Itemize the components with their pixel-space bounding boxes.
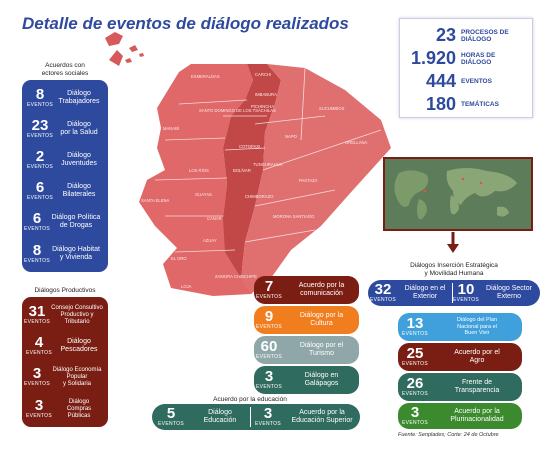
stat-number: 1.920	[410, 48, 456, 68]
map-label: PASTAZA	[299, 178, 318, 183]
page-title: Detalle de eventos de diálogo realizados	[22, 14, 349, 33]
map-label: ORELLANA	[345, 140, 368, 145]
stat-label: EVENTOS	[461, 78, 492, 85]
galapagos-island	[129, 45, 138, 52]
summary-stats: 23 PROCESOS DE DIÁLOGO 1.920 HORAS DE DIÁL…	[399, 18, 533, 118]
educacion-panel: 5 EVENTOS Diálogo Educación 3 EVENTOS Acuer…	[152, 404, 360, 430]
social-item-bilaterales: 6 EVENTOS Diálogo Bilaterales	[27, 179, 96, 201]
map-label: MANABÍ	[163, 126, 180, 131]
insercion-panel: 32 EVENTOS Diálogo en el Exterior 10 EVENTO…	[368, 280, 540, 306]
map-label: CHIMBORAZO	[245, 194, 274, 199]
map-sierra	[223, 64, 281, 278]
stat-number: 180	[425, 94, 456, 114]
map-label: CARCHI	[255, 72, 271, 77]
stat-processes: 23 PROCESOS DE DIÁLOGO	[400, 25, 532, 46]
productivos-panel	[22, 297, 108, 427]
productivos-item-consejo: 31 EVENTOS Consejo Consultivo Productivo y…	[24, 303, 103, 325]
world-map-icon	[385, 159, 531, 229]
social-panel	[22, 80, 108, 272]
map-label: SANTO DOMINGO DE LOS TSÁCHILAS	[199, 108, 276, 113]
stat-label: HORAS DE DIÁLOGO	[461, 51, 496, 66]
section-title-educacion: Acuerdo por la educación	[213, 396, 287, 403]
map-label: ZAMORA CHINCHIPE	[215, 274, 257, 279]
stat-topics: 180 TEMÁTICAS	[400, 94, 532, 115]
productivos-item-compras: 3 EVENTOS Diálogo Compras Públicas	[26, 397, 92, 419]
right-item-plurinacionalidad: 3 EVENTOS Acuerdo por la Plurinacionalidad	[398, 403, 522, 429]
map-label: CAÑAR	[207, 216, 222, 221]
stat-number: 23	[435, 25, 456, 45]
galapagos-island	[139, 53, 144, 57]
map-label: IMBABURA	[255, 92, 277, 97]
social-item-habitat: 8 EVENTOS Diálogo Habitat y Vivienda	[24, 242, 100, 264]
map-label: PICHINCHA	[251, 104, 274, 109]
map-label: ESMERALDAS	[191, 74, 220, 79]
section-title-insercion: Diálogos Inserción Estratégica y Movilida…	[410, 262, 498, 277]
map-label: MORONA SANTIAGO	[273, 214, 315, 219]
stat-number: 444	[425, 71, 456, 91]
social-item-trabajadores: 8 EVENTOS Diálogo Trabajadores	[27, 86, 100, 108]
middle-item-cultura: 9 EVENTOS Diálogo por la Cultura	[254, 306, 359, 334]
right-item-agro: 25 EVENTOS Acuerdo por el Agro	[398, 343, 522, 371]
section-title-social: Acuerdos con ectores sociales	[41, 62, 89, 77]
map-label: SANTA ELENA	[141, 198, 170, 203]
social-item-juventudes: 2 EVENTOS Diálogo Juventudes	[27, 148, 97, 170]
galapagos-island	[105, 32, 123, 46]
map-label: BOLÍVAR	[233, 168, 251, 173]
map-label: NAPO	[285, 134, 298, 139]
right-item-transparencia: 26 EVENTOS Frente de Transparencia	[398, 373, 522, 401]
stat-label: PROCESOS DE DIÁLOGO	[461, 28, 509, 43]
map-label: SUCUMBÍOS	[319, 106, 345, 111]
middle-item-comunicacion: 7 EVENTOS Acuerdo por la comunicación	[254, 276, 359, 304]
social-item-salud: 23 EVENTOS Diálogo por la Salud	[27, 117, 98, 139]
map-label: TUNGURAHUA	[253, 162, 283, 167]
social-item-drogas: 6 EVENTOS Diálogo Política de Drogas	[24, 210, 101, 232]
map-label: COTOPAXI	[239, 144, 260, 149]
productivos-item-pescadores: 4 EVENTOS Diálogo Pescadores	[26, 334, 98, 356]
stat-events: 444 EVENTOS	[400, 71, 532, 92]
source-note: Fuente: Senplades; Corte: 24 de Octubre	[398, 432, 499, 438]
map-label: EL ORO	[171, 256, 187, 261]
stat-label: TEMÁTICAS	[461, 101, 499, 108]
productivos-item-economia: 3 EVENTOS Diálogo Economía Popular y Solida…	[24, 365, 102, 387]
map-label: AZUAY	[203, 238, 217, 243]
middle-item-galapagos: 3 EVENTOS Diálogo en Galápagos	[254, 366, 359, 394]
divider	[452, 283, 453, 303]
world-map-image	[383, 157, 533, 231]
map-label: LOS RÍOS	[189, 168, 209, 173]
arrow-down-icon	[447, 232, 459, 253]
right-item-plan-nacional: 13 EVENTOS Diálogo del Plan Nacional para …	[398, 313, 522, 341]
galapagos-island	[109, 50, 123, 66]
middle-item-turismo: 60 EVENTOS Diálogo por el Turismo	[254, 336, 359, 364]
map-label: GUAYAS	[195, 192, 212, 197]
section-title-productivos: Diálogos Productivos	[34, 287, 96, 294]
stat-hours: 1.920 HORAS DE DIÁLOGO	[400, 48, 532, 69]
divider	[250, 407, 251, 427]
map-label: LOJA	[181, 284, 192, 289]
ecuador-map: ESMERALDAS CARCHI IMBABURA SANTO DOMINGO…	[105, 32, 391, 296]
galapagos-island	[125, 58, 132, 63]
